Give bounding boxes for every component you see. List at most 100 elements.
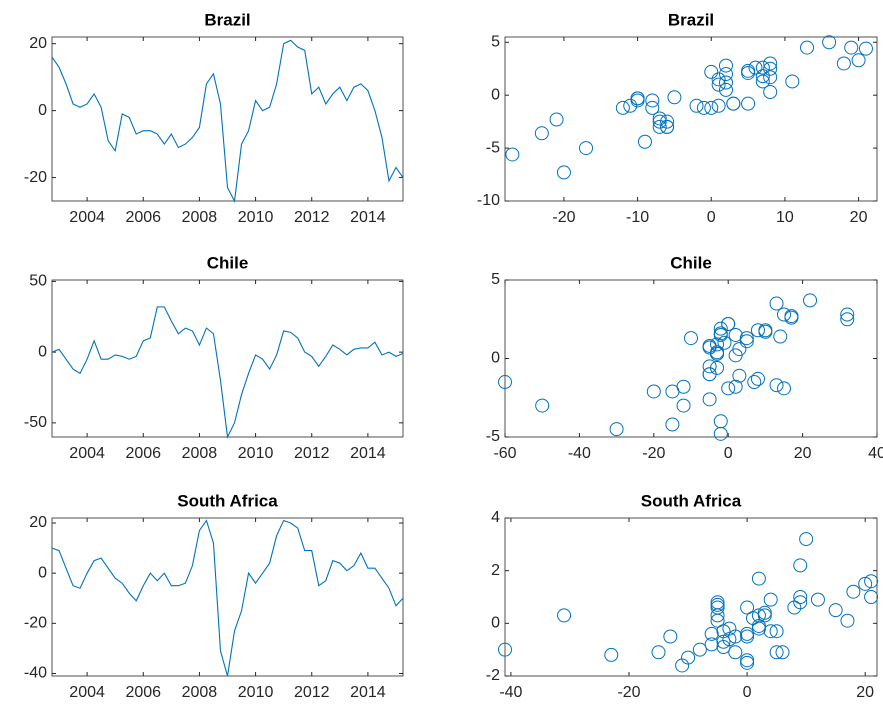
x-tick-label: 2008 [182,684,218,701]
x-tick-label: 2006 [125,445,161,462]
data-point [689,98,704,113]
axes-box [51,36,404,202]
y-tick-label: 20 [29,35,47,52]
x-tick-label: -60 [493,445,516,462]
data-point [711,72,726,87]
data-point [645,93,660,108]
data-point [793,558,808,573]
data-point [741,65,756,80]
data-point [763,85,778,100]
x-tick-label: -20 [617,684,640,701]
x-tick-label: 2004 [69,684,105,701]
data-point [717,335,732,350]
data-point [763,56,778,71]
data-point [652,114,667,129]
data-point [652,119,667,134]
data-point [652,111,667,126]
data-point [718,67,733,82]
data-point [773,329,788,344]
y-tick-label: 0 [491,86,500,103]
data-point [740,655,755,670]
data-point [757,605,772,620]
data-point [777,381,791,396]
data-point [728,645,743,660]
data-point [822,35,837,50]
axes-box [504,517,878,677]
data-point [755,74,770,89]
data-point [665,384,680,399]
data-point [710,360,725,375]
data-point [722,621,737,636]
data-point [557,608,572,623]
x-tick-label: 2008 [182,445,218,462]
x-tick-label: -40 [568,445,591,462]
data-point [609,422,624,437]
data-point [718,58,733,73]
data-point [721,381,736,396]
y-tick-label: -40 [24,665,47,682]
data-point [704,64,719,79]
data-point [840,613,855,628]
data-point [667,90,682,105]
data-point [721,316,736,331]
x-tick-label: 2012 [294,445,330,462]
data-point [726,96,741,111]
data-point [713,321,728,336]
data-point [836,56,851,71]
data-point [728,379,743,394]
x-tick-label: 2014 [350,445,386,462]
data-point [579,141,594,156]
data-point [663,629,678,644]
data-point [732,368,747,383]
y-tick-label: -5 [486,139,500,156]
y-tick-label: 0 [491,350,500,367]
y-tick-label: 2 [491,562,500,579]
data-point [702,392,717,407]
x-tick-label: 20 [856,684,874,701]
data-point [623,98,638,113]
data-point [810,592,825,607]
y-tick-label: 20 [29,514,47,531]
data-point [844,40,859,55]
x-tick-label: 0 [707,209,716,226]
data-point [740,629,755,644]
data-point [750,371,765,386]
data-point [787,600,802,615]
x-tick-label: 2010 [238,209,274,226]
x-tick-label: 2006 [125,684,161,701]
y-tick-label: 4 [491,509,500,526]
data-point [864,590,879,604]
data-point [505,147,520,162]
x-tick-label: 0 [743,684,752,701]
data-line [51,519,404,677]
data-point [660,114,675,129]
data-point [800,40,815,55]
data-point [498,642,512,657]
data-point [740,600,755,615]
y-tick-label: -20 [24,615,47,632]
data-point [751,571,766,586]
data-point [763,70,778,85]
data-point [651,645,666,660]
data-point [740,626,755,641]
x-tick-label: 10 [776,209,794,226]
data-point [739,331,754,346]
chart-title: Chile [670,253,712,272]
data-point [710,613,725,628]
data-point [758,324,773,339]
data-point [784,309,799,324]
data-point [775,645,790,660]
data-point [785,74,800,89]
data-point [777,307,791,322]
data-point [604,647,619,662]
data-point [660,119,675,134]
data-point [710,345,725,360]
y-tick-label: -2 [486,667,500,684]
axes-box [51,279,404,438]
y-tick-label: 5 [491,34,500,51]
y-tick-label: 50 [29,273,47,290]
x-tick-label: 2012 [294,209,330,226]
axes-box [504,36,878,202]
data-point [840,312,855,327]
data-point [556,165,571,180]
